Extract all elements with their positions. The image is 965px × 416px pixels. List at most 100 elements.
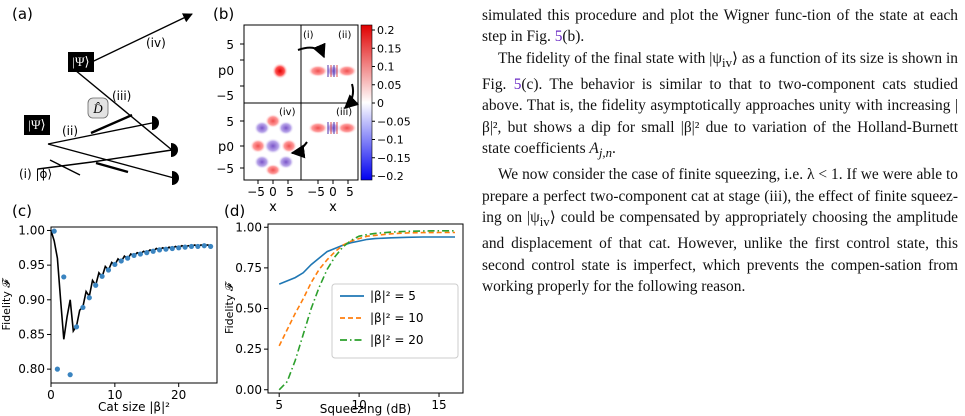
wigner-xtick: 5 bbox=[286, 185, 294, 199]
chart-d: 1.00 0.75 0.50 0.25 0.00 5 10 15 Squeezing (dB) F… bbox=[223, 220, 464, 416]
wigner-xtick: −5 bbox=[247, 185, 265, 199]
y-tick-label: 0.00 bbox=[235, 383, 262, 397]
data-point bbox=[51, 228, 57, 234]
detector-icon bbox=[171, 143, 178, 157]
wigner-sub-label-ii: (ii) bbox=[338, 30, 351, 41]
colorbar-tick-label: −0.1 bbox=[377, 134, 404, 147]
panel-label-b: (b) bbox=[213, 5, 234, 23]
x-tick-label: 15 bbox=[431, 398, 446, 412]
colorbar bbox=[360, 24, 373, 181]
psi-label-lower: |Ψ⟩ bbox=[28, 117, 45, 132]
series-line bbox=[278, 231, 455, 347]
wigner-ytick: 5 bbox=[226, 38, 234, 52]
x-axis-label: Squeezing (dB) bbox=[320, 402, 412, 416]
y-tick-label: 0.25 bbox=[235, 342, 262, 356]
colorbar-tick-label: 0.15 bbox=[377, 42, 402, 55]
colorbar-tick-label: −0.15 bbox=[377, 152, 411, 165]
data-point bbox=[80, 304, 86, 311]
data-point bbox=[201, 243, 207, 249]
paragraph: simulated this procedure and plot the Wi… bbox=[482, 7, 958, 46]
wigner-xtick: −5 bbox=[307, 185, 325, 199]
wigner-sub-label-i: (i) bbox=[303, 30, 314, 41]
data-point bbox=[195, 243, 201, 250]
data-point bbox=[182, 244, 188, 250]
y-tick-label: 0.50 bbox=[235, 302, 262, 316]
psi-label-upper: |Ψ⟩ bbox=[72, 54, 89, 69]
detector-icon bbox=[152, 116, 159, 130]
x-axis-label: Cat size |β|² bbox=[98, 400, 170, 414]
data-point bbox=[156, 247, 163, 253]
stage-label-ii: (ii) bbox=[62, 124, 78, 138]
stage-arrow bbox=[290, 141, 308, 159]
wigner-x-axis-label: x bbox=[329, 200, 337, 215]
paragraph: We now consider the case of finite squee… bbox=[482, 166, 958, 295]
wigner-ytick: −5 bbox=[216, 89, 234, 103]
wigner-blob bbox=[272, 63, 288, 79]
stage-label-i: (i) |ϕ⟩ bbox=[19, 167, 52, 181]
legend-label: |β|² = 20 bbox=[370, 333, 424, 347]
beam-splitter-upper bbox=[90, 113, 133, 135]
y-tick-label: 1.00 bbox=[18, 223, 45, 237]
data-point bbox=[61, 274, 67, 280]
series-line bbox=[278, 230, 455, 391]
y-tick-label: 1.00 bbox=[235, 220, 262, 234]
data-point bbox=[131, 252, 137, 259]
data-point bbox=[176, 245, 182, 251]
legend-label: |β|² = 10 bbox=[370, 311, 424, 325]
wigner-x-axis-label: x bbox=[269, 200, 277, 215]
wigner-grid: (i) (ii) (iii) (iv) 5 0 −5 5 0 −5 p p −5… bbox=[216, 24, 410, 215]
data-point bbox=[112, 261, 118, 268]
data-point bbox=[73, 324, 80, 330]
wigner-cat-iii bbox=[308, 122, 357, 134]
paragraph: The fidelity of the final state with |ψi… bbox=[482, 49, 959, 160]
data-point bbox=[99, 273, 105, 279]
wigner-cat-iv bbox=[250, 114, 297, 176]
stage-arrow bbox=[297, 42, 326, 59]
y-tick-label: 0.90 bbox=[18, 293, 45, 307]
y-axis-label: Fidelity 𝓕 bbox=[0, 278, 13, 331]
x-tick-label: 5 bbox=[275, 398, 283, 412]
colorbar-tick-label: 0 bbox=[377, 97, 384, 110]
figure-reference-link[interactable]: 5 bbox=[513, 75, 522, 93]
wigner-ytick: 0 bbox=[226, 140, 234, 154]
x-tick-label: 0 bbox=[47, 388, 55, 402]
colorbar-tick-label: 0.05 bbox=[377, 79, 402, 92]
data-point bbox=[86, 295, 92, 301]
colorbar-tick-label: −0.05 bbox=[377, 115, 411, 128]
panel-label-a: (a) bbox=[12, 5, 33, 23]
legend: |β|² = 5 |β|² = 10 |β|² = 20 bbox=[331, 283, 459, 359]
colorbar-ticks: 0.2 0.15 0.1 0.05 0 −0.05 −0.1 −0.15 −0.2 bbox=[372, 24, 411, 183]
wigner-ytick: 0 bbox=[226, 64, 234, 78]
data-point bbox=[125, 255, 131, 261]
data-point bbox=[93, 282, 99, 288]
circuit-diagram: |Ψ⟩ |Ψ⟩ D̂ (i) |ϕ⟩ (ii) (iii) (iv) bbox=[19, 13, 193, 185]
colorbar-tick-label: −0.2 bbox=[377, 170, 404, 183]
y-tick-label: 0.75 bbox=[235, 261, 262, 275]
series-line bbox=[278, 236, 455, 285]
psi-state-box-upper bbox=[68, 52, 94, 72]
wigner-sub-label-iii: (iii) bbox=[336, 107, 352, 118]
displacement-operator-box bbox=[87, 97, 109, 119]
data-point bbox=[208, 243, 214, 250]
data-point bbox=[118, 258, 124, 264]
wigner-xtick: 5 bbox=[346, 185, 354, 199]
body-text: simulated this procedure and plot the Wi… bbox=[482, 5, 958, 297]
legend-frame bbox=[331, 283, 459, 359]
figure-reference-link[interactable]: 5 bbox=[554, 28, 563, 46]
x-tick-label: 10 bbox=[351, 398, 366, 412]
wigner-ytick: 5 bbox=[226, 115, 234, 129]
data-point bbox=[67, 372, 73, 378]
panel-label-d: (d) bbox=[224, 202, 245, 220]
figure: (a) (b) (c) (d) |Ψ⟩ |Ψ⟩ D̂ (i) |ϕ⟩ (ii) … bbox=[0, 5, 464, 416]
data-point bbox=[188, 243, 195, 250]
beam-splitter-lower bbox=[95, 161, 129, 174]
colorbar-tick-label: 0.1 bbox=[377, 61, 395, 74]
wigner-xtick: 0 bbox=[269, 185, 277, 199]
wigner-y-axis-label: p bbox=[218, 64, 226, 79]
y-tick-label: 0.80 bbox=[18, 362, 45, 376]
detector-icon bbox=[172, 171, 179, 185]
data-point bbox=[144, 250, 150, 256]
stage-arrow bbox=[343, 83, 360, 109]
x-tick-label: 10 bbox=[107, 388, 122, 402]
